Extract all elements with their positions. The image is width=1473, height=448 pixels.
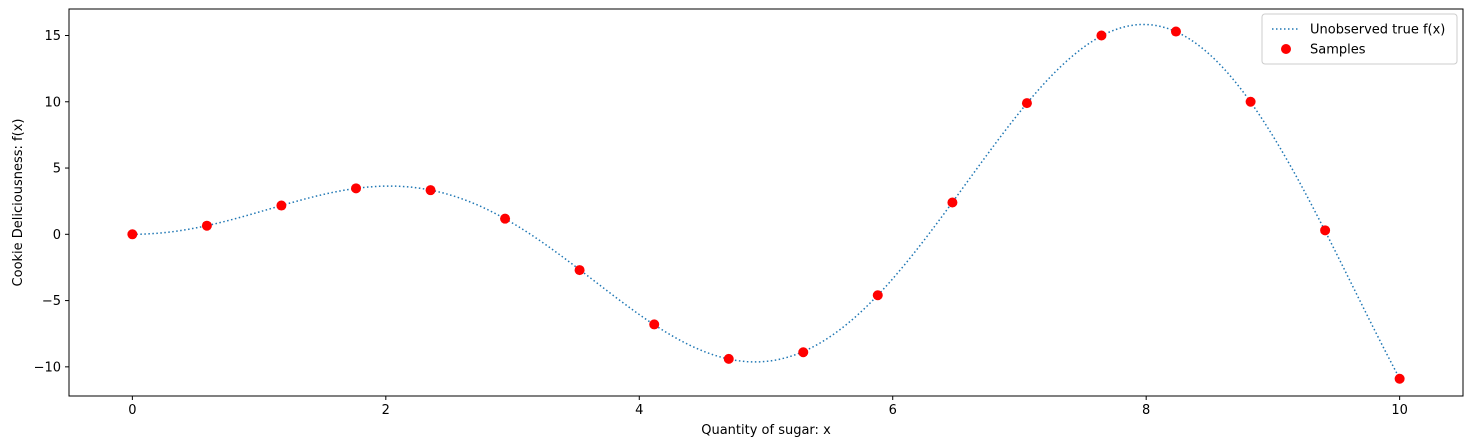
sample-point (798, 347, 809, 358)
legend-samples-label: Samples (1310, 43, 1366, 58)
y-axis-label: Cookie Deliciousness: f(x) (11, 119, 26, 287)
x-tick-label: 8 (1142, 403, 1150, 418)
legend: Unobserved true f(x) Samples (1261, 13, 1458, 65)
sample-point (425, 185, 436, 196)
sample-point (1021, 98, 1032, 109)
y-tick-label: 0 (53, 228, 61, 243)
y-axis-ticks: −10 −5 0 5 10 15 (34, 29, 69, 375)
y-tick-label: 15 (44, 29, 61, 44)
y-tick-label: −10 (34, 360, 61, 375)
sample-point (947, 197, 958, 208)
sample-point (872, 290, 883, 301)
y-tick-label: 5 (53, 162, 61, 177)
sample-point (1170, 26, 1181, 37)
y-tick-label: −5 (42, 294, 61, 309)
sample-point (276, 200, 287, 211)
sample-point (1394, 373, 1405, 384)
series-line-true-f (132, 23, 1401, 379)
series-layer (127, 23, 1405, 384)
sample-point (649, 319, 660, 330)
sample-point (1245, 96, 1256, 107)
legend-box (1261, 13, 1458, 65)
x-tick-label: 6 (889, 403, 897, 418)
sample-point (1320, 225, 1331, 236)
sample-point (1096, 30, 1107, 41)
x-axis-ticks: 0 2 4 6 8 10 (128, 396, 1408, 418)
legend-line-label: Unobserved true f(x) (1310, 23, 1445, 38)
sample-point (723, 353, 734, 364)
x-tick-label: 2 (382, 403, 390, 418)
x-tick-label: 10 (1391, 403, 1408, 418)
sample-point (201, 220, 212, 231)
x-tick-label: 0 (128, 403, 136, 418)
y-tick-label: 10 (44, 95, 61, 110)
sample-point (351, 183, 362, 194)
sample-point (127, 229, 138, 240)
sample-point (500, 213, 511, 224)
sample-point (574, 265, 585, 276)
legend-samples-swatch (1281, 44, 1291, 54)
x-tick-label: 4 (635, 403, 643, 418)
x-axis-label: Quantity of sugar: x (701, 423, 831, 438)
plot-frame (68, 8, 1464, 397)
